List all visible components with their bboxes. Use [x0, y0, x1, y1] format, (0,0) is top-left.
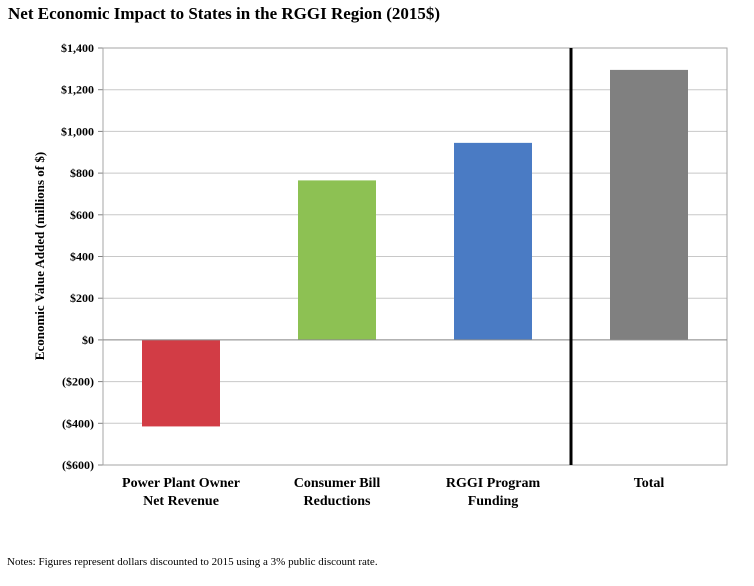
x-tick-label: RGGI Program Funding	[446, 476, 541, 509]
y-tick-label: $400	[70, 250, 94, 264]
y-tick-label: $1,200	[61, 83, 94, 97]
chart-note: Notes: Figures represent dollars discoun…	[7, 556, 378, 568]
y-tick-label: $200	[70, 291, 94, 305]
bar	[298, 180, 376, 340]
chart-title: Net Economic Impact to States in the RGG…	[8, 4, 441, 23]
y-tick-labels: ($600) ($400) ($200) $0 $200 $400 $600 $800 $1,0…	[61, 41, 94, 472]
y-tick-label: ($200)	[62, 375, 94, 389]
axes	[98, 47, 728, 466]
x-tick-label: Power Plant Owner Net Revenue	[122, 476, 240, 509]
bar	[610, 69, 688, 340]
plot-frame	[102, 47, 728, 466]
y-tick-label: $1,000	[61, 124, 94, 138]
bars	[142, 69, 688, 427]
y-tick-label: $800	[70, 166, 94, 180]
y-tick-label: $1,400	[61, 41, 94, 55]
x-tick-label: Consumer Bill Reductions	[294, 476, 381, 509]
y-tick-label: ($600)	[62, 458, 94, 472]
y-tick-label: $0	[82, 333, 94, 347]
y-tick-label: ($400)	[62, 416, 94, 430]
x-tick-label: Total	[634, 476, 665, 491]
y-tick-label: $600	[70, 208, 94, 222]
x-tick-labels: Power Plant Owner Net Revenue Consumer Bil…	[122, 476, 664, 509]
bar	[142, 339, 220, 427]
y-axis-label: Economic Value Added (millions of $)	[32, 152, 47, 360]
bar	[454, 142, 532, 340]
